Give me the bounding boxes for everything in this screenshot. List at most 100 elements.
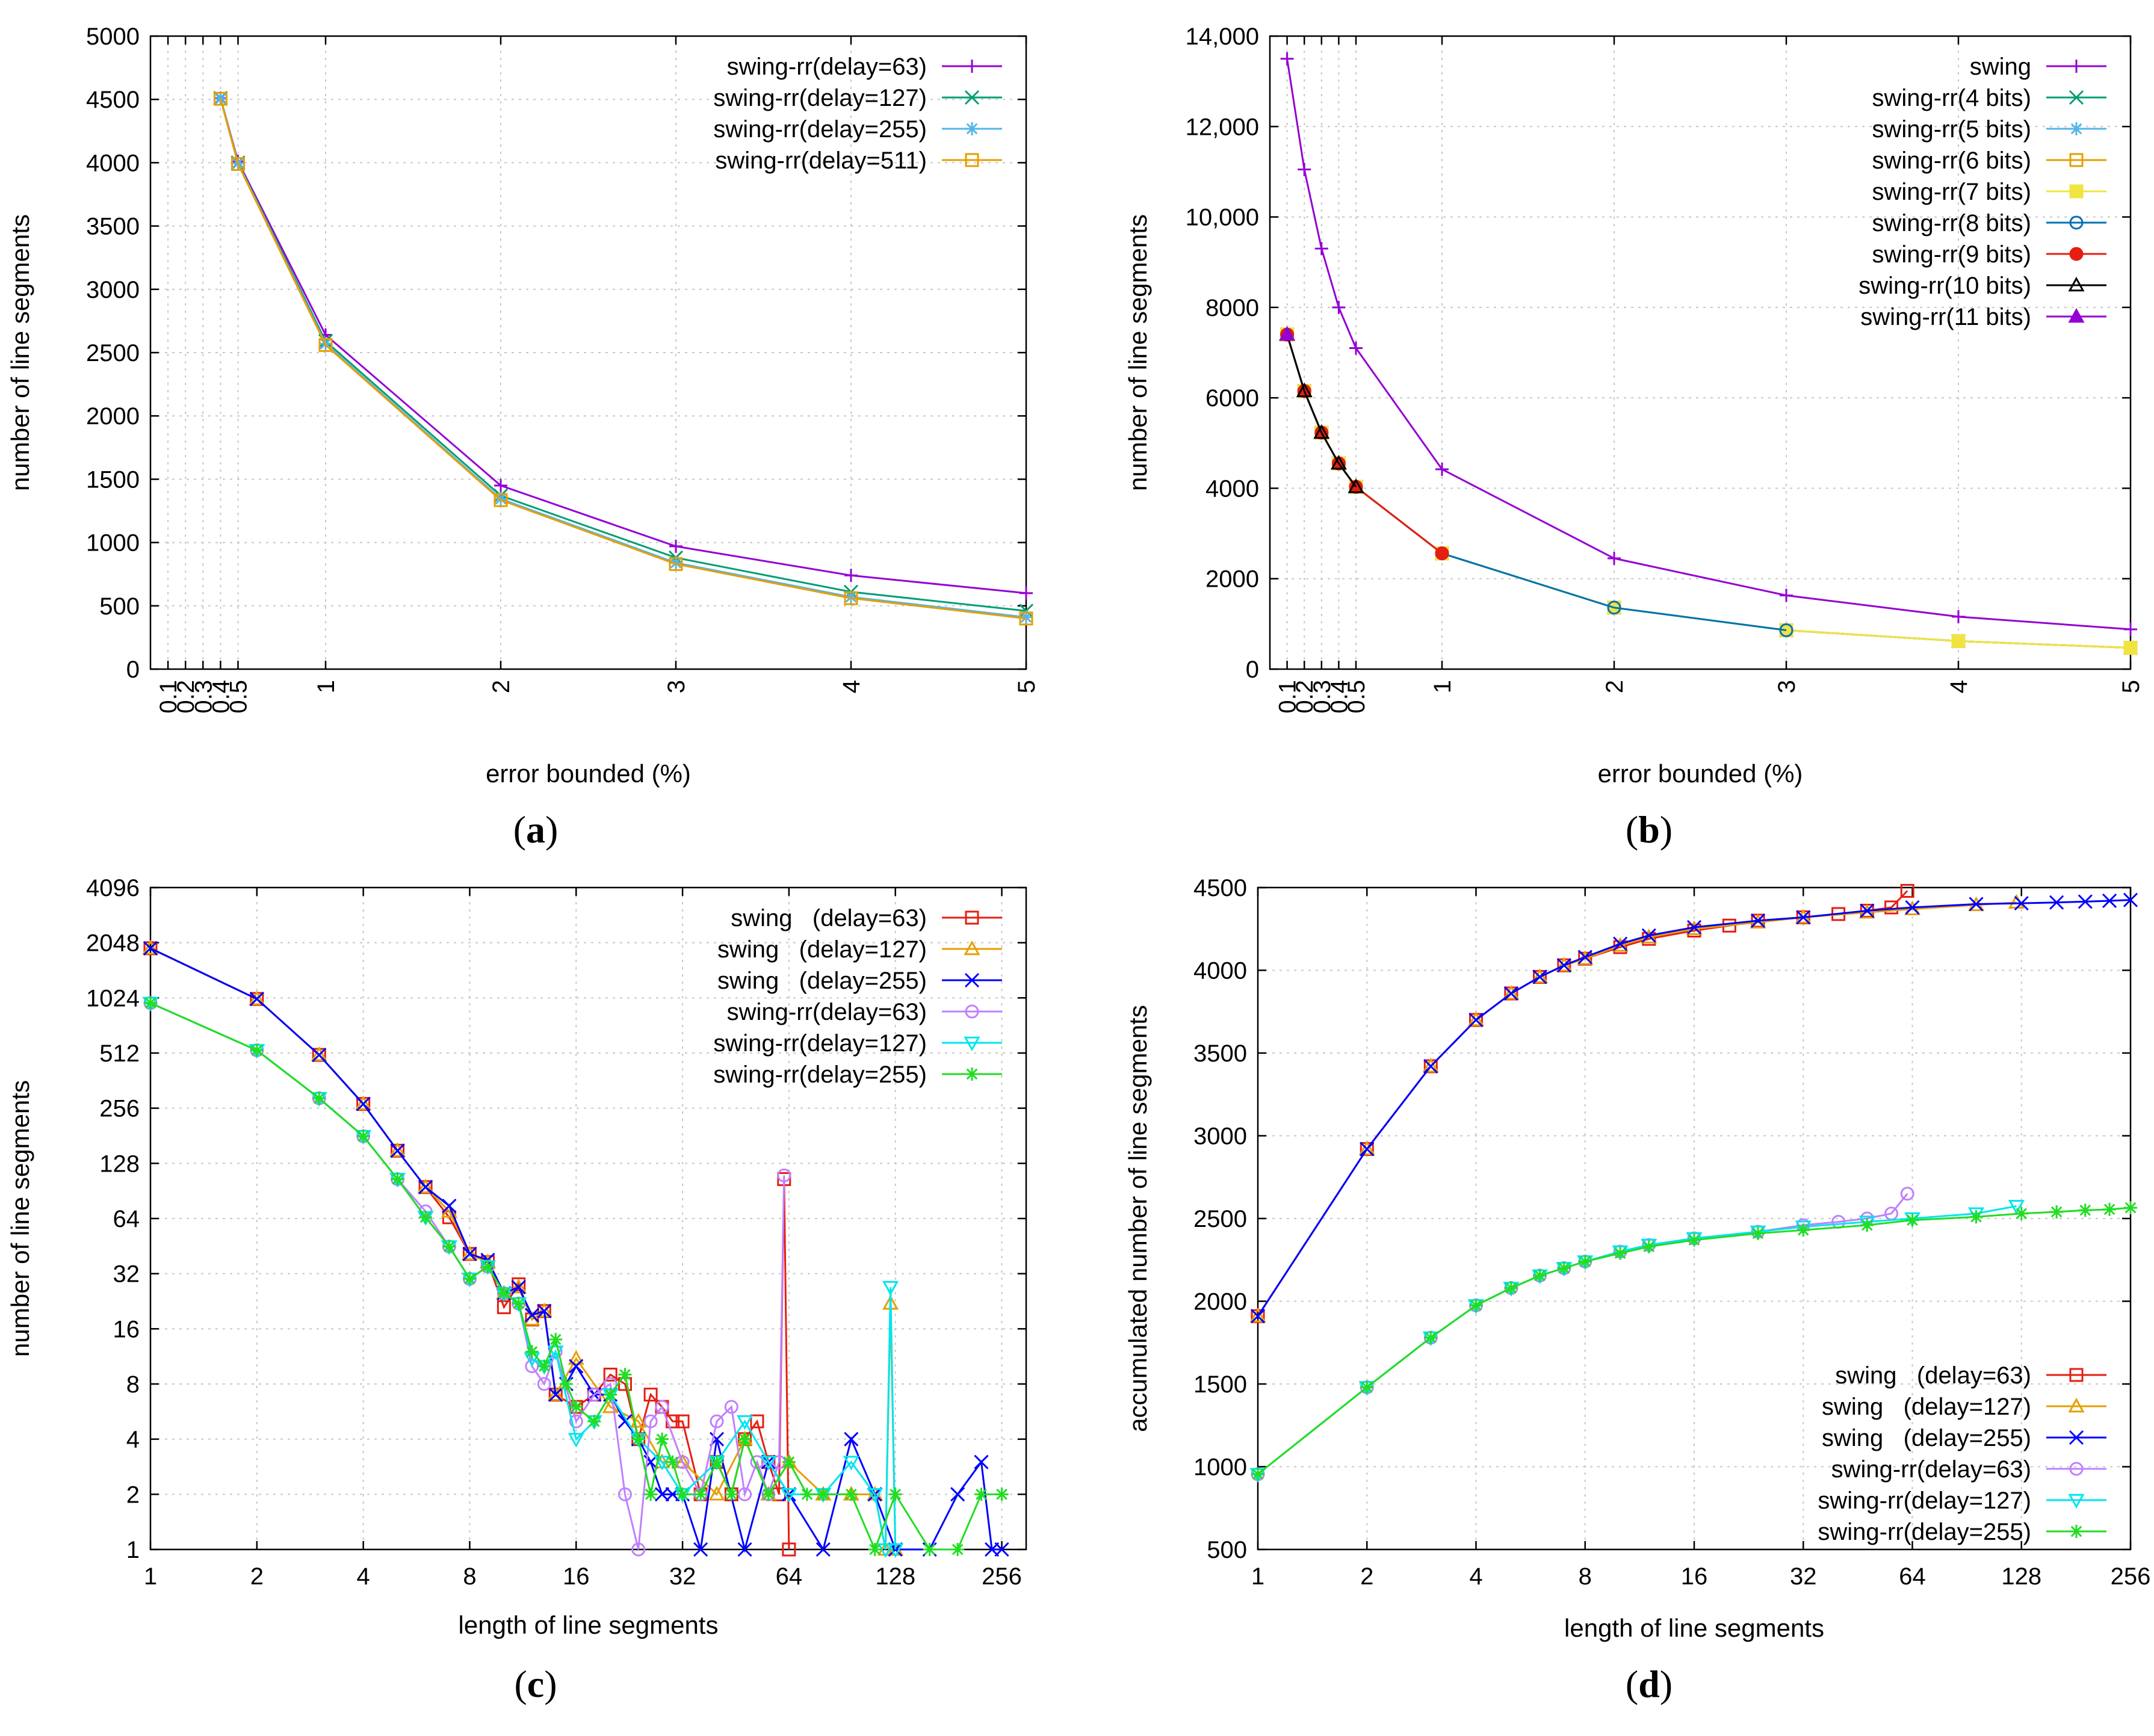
data-point — [494, 478, 507, 492]
data-point — [356, 1129, 370, 1143]
series-line-3 — [219, 98, 1027, 620]
data-point — [311, 1046, 327, 1061]
data-point — [569, 1359, 584, 1374]
data-point — [867, 1488, 884, 1503]
data-point — [738, 1487, 752, 1501]
data-point — [974, 1487, 988, 1501]
y-tick-label: 2 — [126, 1481, 140, 1508]
data-point — [877, 1543, 894, 1558]
series-line-1 — [219, 97, 1027, 612]
y-tick-label: 32 — [113, 1261, 140, 1288]
x-tick-label: 1 — [144, 1563, 157, 1590]
x-tick-label: 4 — [838, 680, 865, 693]
y-tick-label: 3500 — [1193, 1040, 1247, 1067]
data-point — [537, 1359, 551, 1373]
y-tick-label: 5000 — [86, 23, 140, 50]
data-point — [391, 1172, 404, 1186]
data-point — [1280, 52, 1294, 66]
y-tick-label: 4000 — [1193, 958, 1247, 984]
legend-label: swing-rr(4 bits) — [1872, 85, 2031, 111]
data-point — [1796, 910, 1811, 925]
data-point — [669, 557, 683, 571]
data-point — [142, 939, 159, 955]
data-point — [1779, 623, 1793, 637]
data-point — [587, 1388, 601, 1402]
data-point — [1279, 326, 1296, 341]
x-tick-label: 64 — [776, 1563, 803, 1590]
x-tick-label: 2 — [1602, 680, 1628, 693]
plot-frame — [149, 886, 1027, 1551]
legend-marker — [2069, 1368, 2084, 1382]
x-tick-label: 0.3 — [190, 680, 217, 714]
series-line-4 — [1286, 334, 2131, 649]
data-point — [844, 590, 858, 604]
data-point — [1332, 300, 1346, 314]
legend-label: swing-rr(delay=255) — [713, 116, 927, 143]
data-point — [2008, 1200, 2025, 1215]
data-point — [675, 1414, 690, 1429]
data-point — [231, 157, 245, 171]
y-tick-label: 12,000 — [1186, 114, 1259, 140]
data-point — [1797, 1223, 1810, 1237]
legend-label: swing-rr(delay=63) — [727, 54, 927, 80]
data-point — [1249, 1308, 1266, 1323]
legend-marker — [964, 1036, 980, 1052]
x-tick-label: 3 — [1774, 680, 1800, 693]
legend-marker — [965, 60, 979, 73]
data-point — [390, 1143, 405, 1158]
plot-frame — [1269, 35, 2132, 670]
data-point — [1642, 1240, 1656, 1253]
data-point — [512, 1297, 525, 1311]
data-point — [418, 1179, 433, 1194]
legend-marker — [2069, 1462, 2084, 1476]
data-point — [1556, 958, 1571, 973]
data-point — [356, 1096, 371, 1111]
x-tick-label: 2 — [1360, 1563, 1373, 1590]
legend-marker — [2069, 1430, 2084, 1445]
series-line-1 — [1257, 901, 2017, 1317]
plot-frame — [1257, 886, 2132, 1551]
y-tick-label: 8 — [126, 1371, 140, 1398]
panel-caption: (a) — [513, 808, 559, 851]
data-point — [868, 1543, 882, 1556]
x-tick-label: 0.5 — [226, 680, 252, 714]
legend-label: swing-rr(11 bits) — [1860, 304, 2031, 330]
legend-label: swing — [1970, 54, 2031, 80]
y-tick-label: 1 — [126, 1537, 140, 1563]
data-point — [1688, 1233, 1701, 1247]
data-point — [800, 1487, 814, 1501]
data-point — [1348, 478, 1364, 493]
data-point — [1614, 1246, 1627, 1260]
x-tick-label: 1 — [1251, 1563, 1264, 1590]
data-point — [510, 1279, 527, 1294]
data-point — [1900, 1187, 1914, 1201]
legend-label: swing-rr(delay=63) — [1831, 1456, 2031, 1483]
chart-panel-c: 1 2 4 8 16 32 64 128 256 512 1024 2048 4096 1 2 4 8 16 32 6… — [6, 875, 1027, 1705]
data-point — [654, 1487, 670, 1502]
y-tick-label: 1500 — [86, 466, 140, 493]
x-tick-label: 0.1 — [1275, 680, 1301, 714]
y-tick-label: 3000 — [86, 277, 140, 303]
y-tick-label: 2000 — [1205, 566, 1259, 593]
data-point — [442, 1240, 456, 1253]
data-point — [537, 1303, 552, 1318]
data-point — [2124, 622, 2137, 636]
data-point — [537, 1377, 551, 1391]
legend-marker — [2070, 60, 2083, 73]
y-tick-label: 4500 — [86, 87, 140, 113]
data-point — [750, 1414, 764, 1429]
data-point — [1860, 903, 1875, 918]
data-point — [710, 1455, 724, 1469]
legend-label: swing-rr(7 bits) — [1872, 179, 2031, 205]
data-point — [1533, 1268, 1547, 1282]
y-tick-label: 10,000 — [1186, 205, 1259, 231]
data-point — [676, 1487, 690, 1501]
data-point — [1422, 1057, 1439, 1073]
legend-label: swing-rr(delay=127) — [1818, 1487, 2031, 1514]
data-point — [1751, 1226, 1765, 1240]
y-tick-label: 2000 — [86, 403, 140, 430]
x-tick-label: 0.4 — [208, 680, 234, 714]
data-point — [643, 1414, 658, 1429]
data-point — [1424, 1331, 1438, 1344]
